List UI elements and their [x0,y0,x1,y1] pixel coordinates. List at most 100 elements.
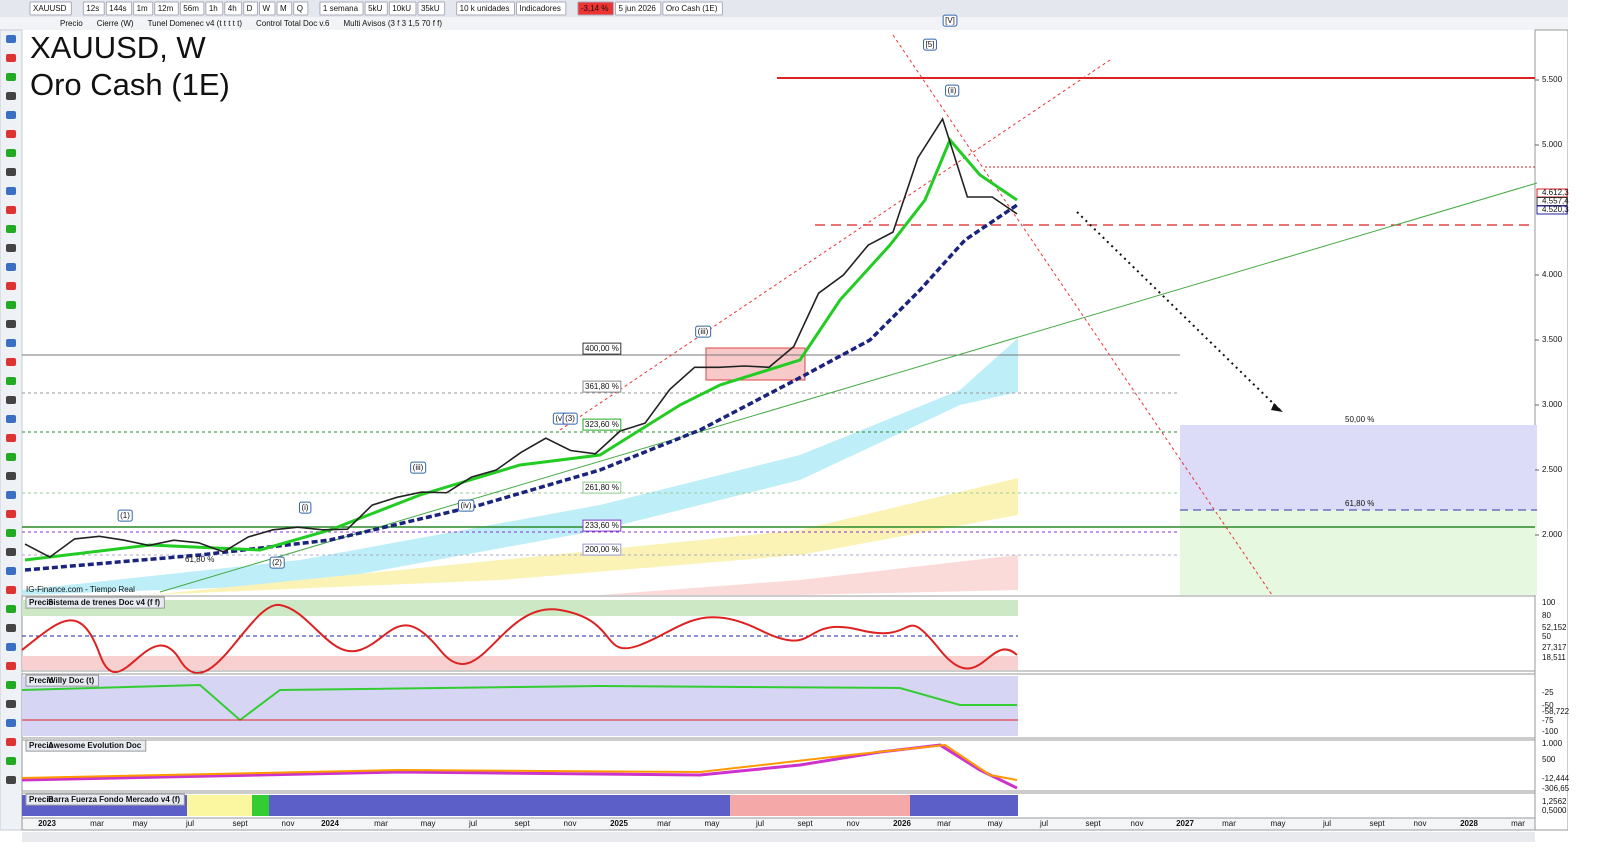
panel-title-box[interactable] [25,596,165,609]
tool-icon[interactable] [6,301,16,309]
tool-icon[interactable] [6,415,16,423]
tool-icon[interactable] [6,510,16,518]
button-frame[interactable] [105,1,133,16]
tool-icon[interactable] [6,662,16,670]
legend-item[interactable]: Precio [60,19,83,28]
tool-icon[interactable] [6,54,16,62]
tool-icon[interactable] [6,339,16,347]
toolbar-button[interactable]: 144s [109,4,126,13]
tool-icon[interactable] [6,453,16,461]
button-frame[interactable] [516,1,567,16]
toolbar-button[interactable]: Q [297,4,303,13]
tool-icon[interactable] [6,92,16,100]
tool-icon[interactable] [6,472,16,480]
toolbar-button[interactable]: Oro Cash (1E) [666,4,718,13]
tool-icon[interactable] [6,643,16,651]
panel-axis-label: -58,722 [1542,707,1570,716]
button-frame[interactable] [82,1,105,16]
tool-icon[interactable] [6,396,16,404]
tool-icon[interactable] [6,377,16,385]
button-frame[interactable] [319,1,364,16]
button-frame[interactable] [364,1,388,16]
legend-item[interactable]: Cierre (W) [97,19,134,28]
panel-title-box[interactable] [25,793,185,806]
tool-icon[interactable] [6,320,16,328]
button-frame[interactable] [293,1,309,16]
tool-icon[interactable] [6,130,16,138]
tool-icon[interactable] [6,225,16,233]
tool-icon[interactable] [6,263,16,271]
toolbar-button[interactable]: 5 jun 2026 [618,4,656,13]
legend-item[interactable]: Control Total Doc v.6 [256,19,330,28]
button-frame[interactable] [456,1,515,16]
toolbar-button[interactable]: Indicadores [520,4,561,13]
toolbar-button[interactable]: W [262,4,270,13]
panel-title: Willy Doc (t) [48,676,94,685]
tool-icon[interactable] [6,719,16,727]
x-tick-label: 2028 [1460,819,1478,828]
tool-icon[interactable] [6,111,16,119]
wave-label: (v) [555,414,565,423]
tool-icon[interactable] [6,358,16,366]
button-frame[interactable] [388,1,417,16]
toolbar-button[interactable]: 10kU [392,4,411,13]
tool-icon[interactable] [6,700,16,708]
button-frame[interactable] [179,1,205,16]
tool-icon[interactable] [6,605,16,613]
tool-icon[interactable] [6,776,16,784]
toolbar-button[interactable]: 1h [209,4,218,13]
toolbar-button[interactable]: 1 semana [323,4,359,13]
button-frame[interactable] [224,1,243,16]
x-tick-label: nov [1414,819,1427,828]
button-frame[interactable] [205,1,224,16]
toolbar-button[interactable]: 4h [228,4,237,13]
x-tick-label: mar [374,819,388,828]
button-frame[interactable] [577,1,614,16]
tool-icon[interactable] [6,681,16,689]
toolbar-button[interactable]: -3,14 % [581,4,609,13]
toolbar-button[interactable]: XAUUSD [33,4,67,13]
tool-icon[interactable] [6,35,16,43]
tool-icon[interactable] [6,586,16,594]
tool-icon[interactable] [6,282,16,290]
toolbar-button[interactable]: D [247,4,253,13]
toolbar-button[interactable]: 12m [158,4,174,13]
button-frame[interactable] [133,1,154,16]
button-frame[interactable] [258,1,276,16]
button-frame[interactable] [29,1,72,16]
toolbar-button[interactable]: 56m [183,4,199,13]
toolbar-button[interactable]: 5kU [368,4,382,13]
tool-icon[interactable] [6,548,16,556]
button-frame[interactable] [154,1,179,16]
toolbar-button[interactable]: 1m [137,4,148,13]
tool-icon[interactable] [6,187,16,195]
toolbar-button[interactable]: 10 k unidades [460,4,510,13]
toolbar-button[interactable]: M [280,4,287,13]
tool-icon[interactable] [6,149,16,157]
button-frame[interactable] [276,1,293,16]
tool-icon[interactable] [6,567,16,575]
panel-title-box[interactable] [25,674,99,687]
tool-icon[interactable] [6,757,16,765]
button-frame[interactable] [243,1,258,16]
legend-item[interactable]: Multi Avisos (3 f 3 1,5 70 f f) [344,19,443,28]
tool-icon[interactable] [6,738,16,746]
button-frame[interactable] [417,1,446,16]
toolbar-button[interactable]: 12s [86,4,99,13]
tool-icon[interactable] [6,206,16,214]
panel-title-box[interactable] [25,739,147,752]
tool-icon[interactable] [6,244,16,252]
tool-icon[interactable] [6,73,16,81]
tool-icon[interactable] [6,434,16,442]
tool-icon[interactable] [6,491,16,499]
tool-icon[interactable] [6,529,16,537]
moving-average [24,137,1018,562]
panel-title: Awesome Evolution Doc [48,741,142,750]
tool-icon[interactable] [6,168,16,176]
tool-icon[interactable] [6,624,16,632]
wave-box [923,38,937,51]
legend-item[interactable]: Tunel Domenec v4 (t t t t t) [148,19,243,28]
toolbar-button[interactable]: 35kU [421,4,440,13]
button-frame[interactable] [614,1,662,16]
button-frame[interactable] [662,1,723,16]
